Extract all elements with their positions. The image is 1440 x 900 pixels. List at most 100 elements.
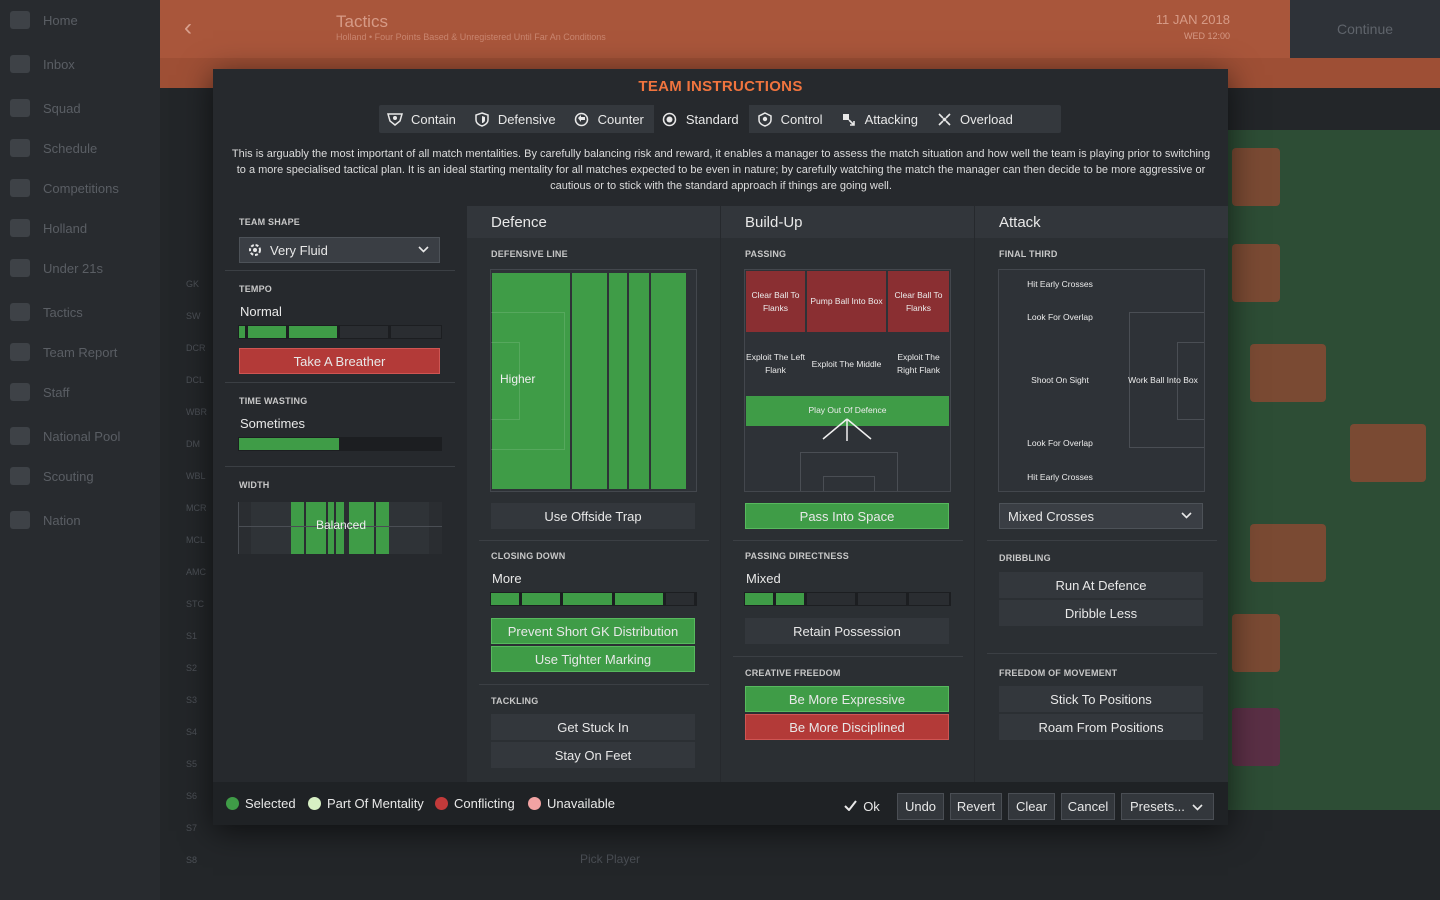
revert-button[interactable]: Revert: [950, 793, 1002, 820]
defensive-line-zone[interactable]: [572, 273, 607, 489]
sidebar-item-under21s[interactable]: Under 21s: [0, 248, 160, 288]
pump-ball-into-box-zone[interactable]: Pump Ball Into Box: [807, 271, 886, 332]
attack-header: Attack: [975, 206, 1228, 238]
clear-ball-to-flanks-right-zone[interactable]: Clear Ball To Flanks: [888, 271, 949, 332]
passing-label: PASSING: [745, 249, 787, 259]
clear-button[interactable]: Clear: [1008, 793, 1055, 820]
be-more-expressive-button[interactable]: Be More Expressive: [745, 686, 949, 712]
position-label: GK: [186, 279, 200, 289]
pick-player-select[interactable]: Pick Player: [580, 852, 641, 866]
exploit-the-middle-zone[interactable]: Exploit The Middle: [811, 358, 882, 369]
stay-on-feet-button[interactable]: Stay On Feet: [491, 742, 695, 768]
prevent-short-gk-distribution-button[interactable]: Prevent Short GK Distribution: [491, 618, 695, 644]
presets-button[interactable]: Presets...: [1121, 793, 1214, 820]
tab-counter[interactable]: Counter: [566, 105, 654, 133]
roam-from-positions-button[interactable]: Roam From Positions: [999, 714, 1203, 740]
team-shape-label: TEAM SHAPE: [239, 217, 301, 227]
shield-icon: [10, 511, 30, 529]
sidebar-item-national-pool[interactable]: National Pool: [0, 416, 160, 456]
tempo-slider[interactable]: [238, 325, 442, 339]
tab-control[interactable]: Control: [749, 105, 833, 133]
sidebar-item-staff[interactable]: Staff: [0, 372, 160, 412]
position-label: WBL: [186, 471, 206, 481]
time-wasting-slider[interactable]: [238, 437, 442, 451]
sidebar-item-inbox[interactable]: Inbox: [0, 44, 160, 84]
undo-button[interactable]: Undo: [897, 793, 944, 820]
position-label: S2: [186, 663, 198, 673]
dialog-footer: Selected Part Of Mentality Conflicting U…: [213, 782, 1228, 825]
inbox-icon: [10, 55, 30, 73]
ok-button[interactable]: Ok: [838, 793, 886, 820]
sidebar-item-holland[interactable]: Holland: [0, 208, 160, 248]
run-at-defence-button[interactable]: Run At Defence: [999, 572, 1203, 598]
buildup-column: Build-Up PASSING Clear Ball To Flanks Pu…: [721, 206, 974, 782]
clear-ball-to-flanks-left-zone[interactable]: Clear Ball To Flanks: [746, 271, 805, 332]
team-icon: [10, 259, 30, 277]
exploit-left-flank-zone[interactable]: Exploit The Left Flank: [746, 352, 805, 375]
width-selector[interactable]: Balanced: [238, 502, 442, 554]
closing-down-label: CLOSING DOWN: [491, 551, 566, 561]
tempo-value: Normal: [240, 304, 282, 319]
look-for-overlap-bottom-zone[interactable]: Look For Overlap: [1027, 437, 1093, 448]
continue-button[interactable]: Continue: [1290, 0, 1440, 58]
pass-into-space-button[interactable]: Pass Into Space: [745, 503, 949, 529]
home-icon: [10, 11, 30, 29]
work-ball-into-box-zone[interactable]: Work Ball Into Box: [1128, 374, 1198, 385]
sidebar-item-tactics[interactable]: Tactics: [0, 292, 160, 332]
hit-early-crosses-top-zone[interactable]: Hit Early Crosses: [1027, 278, 1093, 289]
team-shape-dropdown[interactable]: Very Fluid: [239, 237, 440, 263]
dribble-less-button[interactable]: Dribble Less: [999, 600, 1203, 626]
retain-possession-button[interactable]: Retain Possession: [745, 618, 949, 644]
top-bar: ‹ Tactics Holland • Four Points Based & …: [160, 0, 1290, 58]
position-label: DM: [186, 439, 200, 449]
be-more-disciplined-button[interactable]: Be More Disciplined: [745, 714, 949, 740]
shoot-on-sight-zone[interactable]: Shoot On Sight: [1031, 374, 1089, 385]
sidebar-item-squad[interactable]: Squad: [0, 88, 160, 128]
use-offside-trap-button[interactable]: Use Offside Trap: [491, 503, 695, 529]
game-date: 11 JAN 2018 WED 12:00: [1155, 12, 1230, 41]
tab-contain[interactable]: Contain: [379, 105, 466, 133]
hit-early-crosses-bottom-zone[interactable]: Hit Early Crosses: [1027, 471, 1093, 482]
team-icon: [10, 219, 30, 237]
get-stuck-in-button[interactable]: Get Stuck In: [491, 714, 695, 740]
defensive-line-zone[interactable]: [651, 273, 686, 489]
freedom-of-movement-label: FREEDOM OF MOVEMENT: [999, 668, 1118, 678]
tab-attacking[interactable]: Attacking: [833, 105, 928, 133]
position-label: S7: [186, 823, 198, 833]
passing-selector[interactable]: Clear Ball To Flanks Pump Ball Into Box …: [744, 269, 951, 492]
sidebar-item-home[interactable]: Home: [0, 0, 160, 40]
check-icon: [844, 799, 857, 814]
tab-defensive[interactable]: Defensive: [466, 105, 566, 133]
sidebar-item-competitions[interactable]: Competitions: [0, 168, 160, 208]
defensive-line-zone[interactable]: [629, 273, 649, 489]
look-for-overlap-top-zone[interactable]: Look For Overlap: [1027, 311, 1093, 322]
crosses-dropdown[interactable]: Mixed Crosses: [999, 503, 1203, 529]
main-sidebar: Home Inbox Squad Schedule Competitions H…: [0, 0, 160, 900]
defensive-line-selector[interactable]: Higher: [490, 269, 697, 492]
defensive-line-zone[interactable]: [609, 273, 627, 489]
legend-unavailable: Unavailable: [528, 796, 615, 811]
sidebar-item-scouting[interactable]: Scouting: [0, 456, 160, 496]
position-label: MCL: [186, 535, 206, 545]
cancel-button[interactable]: Cancel: [1061, 793, 1115, 820]
back-icon[interactable]: ‹: [184, 14, 192, 41]
creative-freedom-label: CREATIVE FREEDOM: [745, 668, 841, 678]
player-card: [1250, 344, 1326, 402]
exploit-right-flank-zone[interactable]: Exploit The Right Flank: [897, 352, 940, 375]
take-a-breather-button[interactable]: Take A Breather: [239, 348, 440, 374]
position-label: S6: [186, 791, 198, 801]
stick-to-positions-button[interactable]: Stick To Positions: [999, 686, 1203, 712]
tab-standard[interactable]: Standard: [653, 105, 749, 133]
use-tighter-marking-button[interactable]: Use Tighter Marking: [491, 646, 695, 672]
sidebar-item-schedule[interactable]: Schedule: [0, 128, 160, 168]
passing-directness-slider[interactable]: [744, 592, 951, 606]
defensive-line-zone[interactable]: [492, 273, 570, 489]
sidebar-item-nation[interactable]: Nation: [0, 500, 160, 540]
final-third-selector[interactable]: Hit Early Crosses Look For Overlap Shoot…: [998, 269, 1205, 492]
overload-icon: [936, 111, 952, 127]
closing-down-slider[interactable]: [490, 592, 697, 606]
sidebar-item-team-report[interactable]: Team Report: [0, 332, 160, 372]
legend-part-of-mentality: Part Of Mentality: [308, 796, 424, 811]
tab-overload[interactable]: Overload: [928, 105, 1023, 133]
squad-icon: [10, 99, 30, 117]
